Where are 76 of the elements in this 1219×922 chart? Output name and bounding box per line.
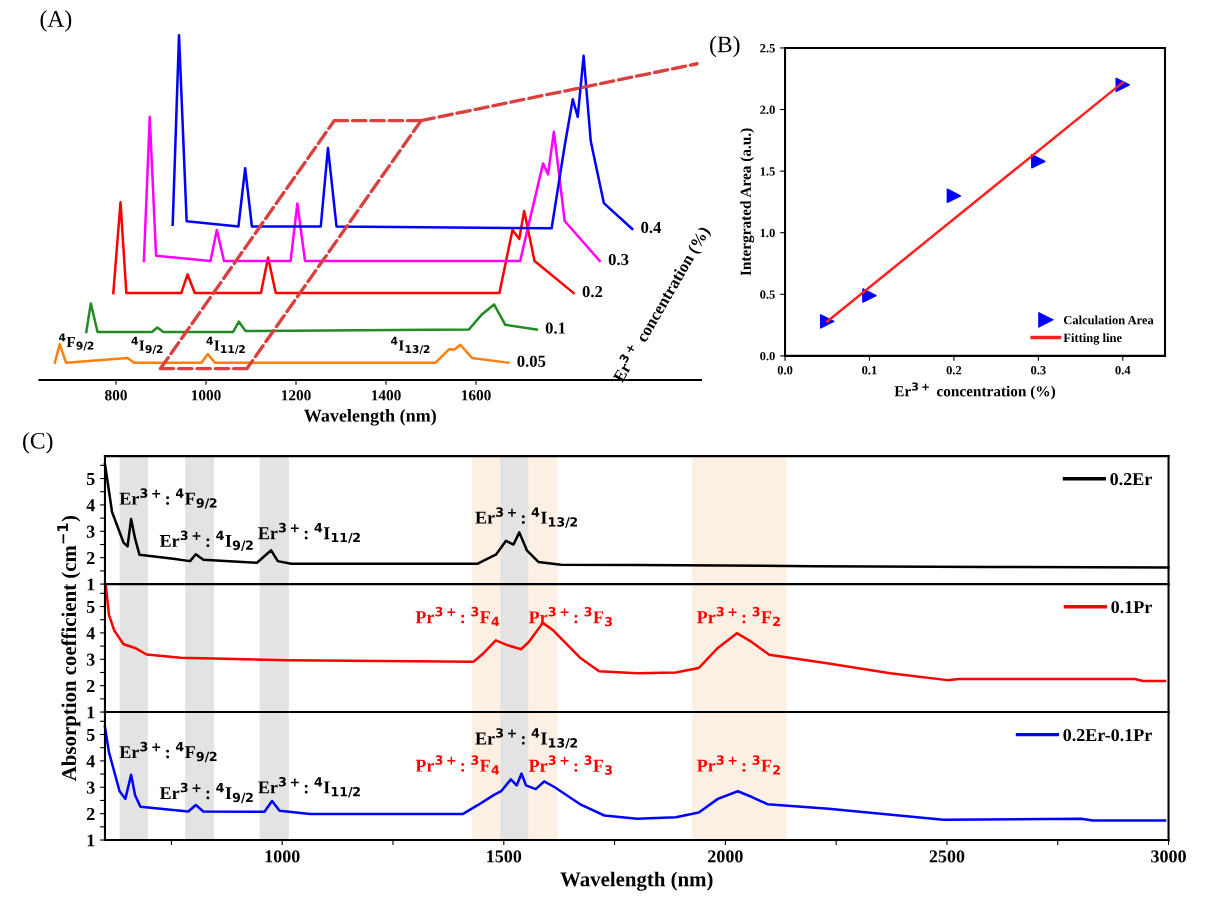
band-label: Pr$^{3+}$: $^{3}$F$_{3}$: [528, 606, 612, 627]
x-tick-label: 3000: [1151, 850, 1186, 863]
y-tick-label: 1: [87, 706, 95, 719]
legend-label: 0.2Er-0.1Pr: [1063, 728, 1152, 742]
annotation: Er$^{3+}$: $^{4}$I$_{11/2}$: [258, 777, 360, 798]
y-tick-label: 5: [86, 600, 95, 613]
annotation: Er$^{3+}$: $^{4}$I$_{13/2}$: [475, 728, 578, 749]
y-tick-label: 1: [87, 578, 95, 591]
x-tick-label: 2500: [929, 850, 965, 863]
chart-title: (B): [710, 35, 740, 58]
legend-label: 0.1Pr: [1111, 600, 1152, 614]
legend-label: Calculation Area: [1063, 315, 1154, 325]
annotation: Er$^{3+}$: $^{4}$I$_{9/2}$: [159, 782, 253, 804]
band-label: Pr$^{3+}$: $^{3}$F$_{4}$: [415, 606, 500, 627]
y-tick-label: 1.0: [760, 228, 775, 238]
series-label: 0.3: [608, 253, 629, 266]
annotation: $^{4}$I$_{11/2}$: [206, 336, 245, 354]
y-tick-label: 5: [86, 728, 95, 741]
y-tick-label: 1: [87, 834, 95, 847]
y-tick-label: 3: [86, 525, 95, 538]
series-label: 0.4: [641, 221, 662, 234]
annotation: Er$^{3+}$: $^{4}$F$_{9/2}$: [119, 488, 217, 509]
x-tick-label: 1400: [371, 390, 401, 401]
chart-title: (C): [23, 432, 53, 454]
y-tick-label: 1.5: [760, 167, 775, 176]
y-tick-label: 3: [86, 781, 95, 794]
x-tick-label: 1000: [191, 390, 221, 401]
y-tick-label: 0.5: [760, 290, 775, 299]
annotation: $^{4}$F$_{9/2}$: [58, 333, 94, 351]
y-tick-label: 2.0: [760, 105, 775, 115]
annotation: Er$^{3+}$: $^{4}$I$_{9/2}$: [159, 530, 253, 551]
x-tick-label: 0.3: [1031, 365, 1046, 375]
y-tick-label: 0.0: [760, 351, 775, 361]
y-tick-label: 4: [86, 627, 95, 640]
x-axis-title: Wavelength (nm): [560, 871, 713, 891]
annotation: $^{4}$I$_{9/2}$: [131, 336, 163, 354]
y-tick-label: 3: [86, 653, 95, 666]
x-tick-label: 1200: [281, 390, 311, 401]
x-tick-label: 0.1: [862, 365, 877, 375]
annotation: $^{4}$I$_{13/2}$: [391, 336, 430, 354]
series-label: 0.05: [517, 355, 546, 367]
y-axis-title: Intergrated Area (a.u.): [740, 128, 755, 276]
x-axis-title: Wavelength (nm): [304, 409, 436, 426]
x-tick-label: 2000: [708, 850, 743, 863]
x-tick-label: 1000: [265, 850, 300, 863]
series-label: 0.1: [545, 322, 566, 334]
y-tick-label: 2: [86, 552, 95, 564]
annotation: Er$^{3+}$: $^{4}$I$_{13/2}$: [475, 507, 578, 528]
band-label: Pr$^{3+}$: $^{3}$F$_{4}$: [415, 755, 500, 775]
point: [1031, 153, 1046, 169]
chart-title: (A): [40, 10, 72, 32]
point: [946, 188, 962, 204]
y-tick-label: 5: [86, 472, 95, 485]
y-tick-label: 2: [86, 679, 95, 692]
x-tick-label: 0.2: [946, 365, 962, 375]
y-tick-label: 2: [86, 807, 95, 820]
y-axis-title: Absorption coefficient (cm$^{−1}$): [57, 515, 81, 781]
y-tick-label: 2.5: [760, 44, 775, 53]
band-label: Pr$^{3+}$: $^{3}$F$_{2}$: [696, 606, 780, 627]
line-series: [103, 725, 1167, 822]
annotation: Er$^{3+}$: $^{4}$I$_{11/2}$: [258, 522, 360, 544]
x-tick-label: 0.0: [777, 365, 793, 375]
point: [862, 288, 877, 303]
band-label: Pr$^{3+}$: $^{3}$F$_{3}$: [528, 755, 612, 775]
y-tick-label: 4: [86, 755, 95, 768]
x-tick-label: 1500: [487, 850, 522, 863]
x-tick-label: 0.4: [1115, 365, 1131, 375]
legend-label: 0.2Er: [1110, 473, 1152, 486]
annotation: Er$^{3+}$: $^{4}$F$_{9/2}$: [119, 741, 217, 763]
x-tick-label: 1600: [461, 390, 491, 401]
band-label: Pr$^{3+}$: $^{3}$F$_{2}$: [696, 755, 780, 775]
y-tick-label: 4: [86, 499, 95, 512]
series-label: 0.2: [582, 285, 603, 298]
x-tick-label: 800: [105, 390, 127, 401]
x-axis-title: Er$^{3+}$ concentration (%): [894, 382, 1056, 400]
legend-label: Fitting line: [1063, 333, 1122, 345]
